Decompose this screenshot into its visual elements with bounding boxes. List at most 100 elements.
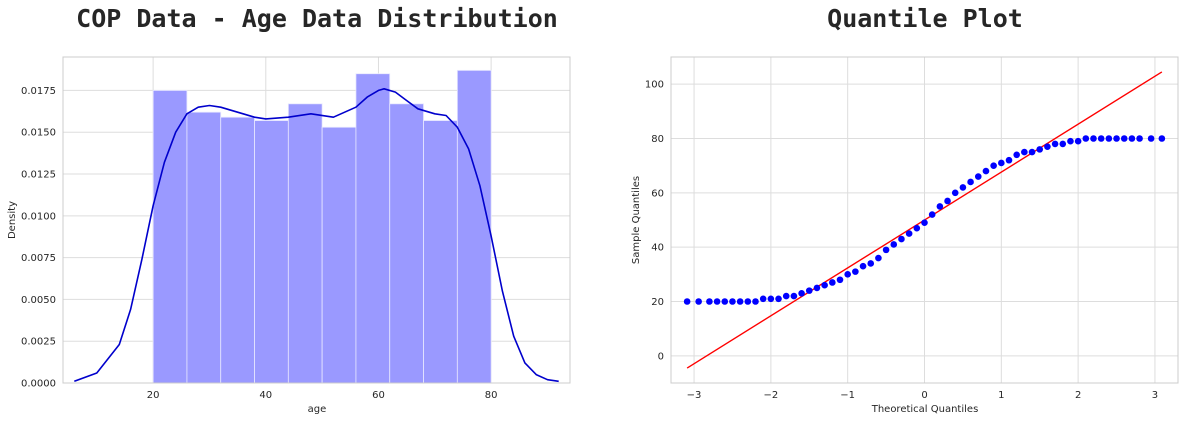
sample-point — [759, 295, 767, 303]
y-tick-label: 60 — [651, 188, 664, 199]
sample-point — [1158, 135, 1166, 142]
y-tick-label: 0.0175 — [21, 86, 56, 97]
histogram-bar — [389, 103, 424, 384]
sample-point — [706, 298, 713, 305]
y-tick-label: 20 — [651, 297, 664, 308]
sample-point — [890, 241, 898, 248]
sample-point — [928, 211, 936, 218]
y-tick-label: 0.0025 — [21, 337, 56, 348]
chart-title: COP Data - Age Data Distribution — [76, 4, 558, 33]
sample-point — [882, 246, 890, 254]
histogram-bar — [355, 73, 391, 384]
y-axis-label: Density — [7, 201, 18, 239]
plot-frame — [62, 56, 571, 384]
x-tick-labels: −3 −2 −1 0 1 2 3 — [687, 390, 1158, 401]
x-tick-labels: 20 40 60 80 — [147, 390, 498, 401]
sample-points — [683, 135, 1166, 305]
sample-point — [744, 298, 752, 305]
sample-point — [752, 298, 759, 305]
sample-point — [1113, 135, 1120, 142]
y-tick-label: 0 — [658, 351, 664, 362]
x-tick-label: 60 — [372, 390, 385, 401]
sample-point — [898, 235, 905, 243]
sample-point — [982, 167, 990, 175]
sample-point — [1090, 135, 1097, 142]
sample-point — [1005, 156, 1013, 164]
sample-point — [1051, 140, 1059, 148]
sample-point — [944, 197, 951, 205]
quantile-plot-chart: Quantile Plot −3 −2 −1 0 1 2 3 0 20 40 60 80 100 Th… — [631, 4, 1179, 415]
sample-point — [1120, 135, 1128, 142]
sample-point — [936, 203, 944, 210]
sample-point — [805, 287, 813, 294]
plot-frame — [670, 56, 1179, 384]
sample-point — [782, 292, 790, 300]
age-distribution-chart: COP Data - Age Data Distribution 20 40 60 8… — [7, 4, 571, 415]
x-tick-label: 0 — [921, 390, 927, 401]
x-axis-label: Theoretical Quantiles — [871, 404, 979, 415]
sample-point — [1044, 143, 1051, 150]
sample-point — [736, 298, 744, 305]
sample-point — [1028, 148, 1036, 156]
y-tick-labels: 0 20 40 60 80 100 — [645, 80, 664, 363]
y-tick-label: 0.0100 — [21, 211, 56, 222]
sample-point — [1082, 135, 1090, 142]
sample-point — [1128, 135, 1136, 142]
x-tick-label: −2 — [763, 390, 778, 401]
kde-curve — [74, 88, 559, 383]
sample-point — [713, 298, 721, 305]
x-tick-label: −3 — [687, 390, 702, 401]
x-tick-label: 40 — [259, 390, 272, 401]
histogram-bar — [321, 126, 357, 384]
histogram-bar — [186, 111, 222, 384]
sample-point — [729, 298, 736, 305]
sample-point — [1074, 137, 1082, 145]
sample-point — [875, 254, 882, 262]
y-tick-label: 80 — [651, 134, 664, 145]
sample-point — [1136, 135, 1143, 142]
sample-point — [859, 262, 867, 270]
sample-point — [974, 173, 982, 180]
sample-point — [1021, 148, 1028, 156]
x-tick-label: 2 — [1075, 390, 1081, 401]
histogram-bars — [152, 69, 492, 384]
histogram-bar — [152, 90, 188, 384]
y-tick-label: 100 — [645, 80, 664, 91]
sample-point — [790, 292, 798, 300]
y-tick-label: 0.0125 — [21, 170, 56, 181]
sample-point — [998, 159, 1005, 167]
sample-point — [1105, 135, 1113, 142]
histogram-bar — [254, 120, 289, 384]
sample-point — [1036, 146, 1044, 153]
x-tick-label: 1 — [998, 390, 1004, 401]
sample-point — [821, 281, 828, 289]
sample-point — [913, 224, 921, 232]
y-tick-label: 0.0000 — [21, 379, 56, 390]
sample-point — [798, 290, 805, 297]
histogram-bar — [287, 103, 323, 384]
y-tick-label: 40 — [651, 243, 664, 254]
x-axis-label: age — [308, 404, 327, 415]
x-tick-label: 80 — [485, 390, 498, 401]
y-tick-labels: 0.0000 0.0025 0.0050 0.0075 0.0100 0.0125 0.01… — [21, 86, 56, 390]
y-tick-label: 0.0075 — [21, 253, 56, 264]
sample-point — [1097, 135, 1105, 142]
sample-point — [905, 230, 913, 237]
sample-point — [836, 276, 844, 284]
sample-point — [695, 298, 702, 305]
sample-point — [775, 295, 782, 303]
y-tick-label: 0.0150 — [21, 128, 56, 139]
sample-point — [1067, 137, 1074, 145]
sample-point — [1059, 140, 1067, 148]
chart-title: Quantile Plot — [827, 4, 1023, 33]
histogram-bar — [456, 69, 492, 384]
histogram-bar — [423, 120, 458, 384]
sample-point — [951, 189, 959, 197]
sample-point — [1013, 151, 1020, 159]
sample-point — [1147, 135, 1155, 142]
x-tick-label: 20 — [147, 390, 160, 401]
sample-point — [867, 260, 875, 267]
sample-point — [683, 298, 691, 305]
x-tick-label: 3 — [1152, 390, 1158, 401]
